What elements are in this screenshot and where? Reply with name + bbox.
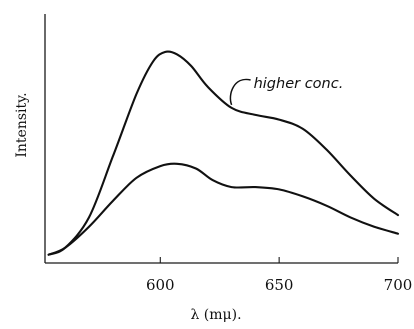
x-axis-label: λ (mμ). — [190, 307, 241, 323]
spectrum-curve-2 — [47, 162, 400, 256]
x-ticks — [159, 257, 399, 263]
annotations: higher conc. — [229, 76, 344, 106]
y-axis-label: Intensity. — [14, 92, 30, 157]
annotation-label: higher conc. — [254, 76, 344, 92]
spectrum-curve-1 — [47, 50, 400, 256]
x-tick-labels: 600 650 700 — [146, 276, 412, 294]
axes — [44, 14, 398, 264]
x-tick-label: 650 — [265, 276, 294, 294]
spectrum-curves — [47, 50, 400, 256]
annotation-leader-line — [229, 78, 251, 106]
x-tick-label: 700 — [384, 276, 413, 294]
x-tick-label: 600 — [146, 276, 175, 294]
